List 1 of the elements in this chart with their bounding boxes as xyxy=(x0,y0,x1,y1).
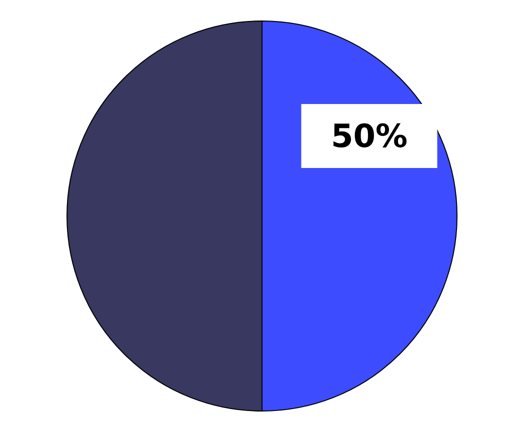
data-label: 50% xyxy=(330,117,408,155)
